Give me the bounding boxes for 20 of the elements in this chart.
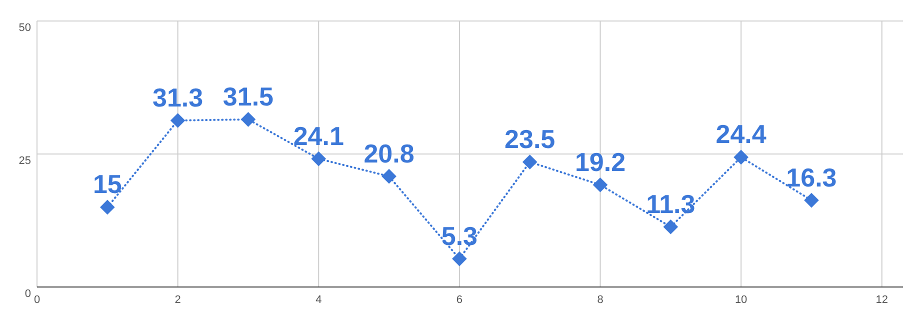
data-label: 24.1	[293, 120, 344, 151]
y-tick-label: 50	[18, 22, 31, 34]
data-label: 15	[92, 169, 122, 200]
data-label: 24.4	[716, 119, 767, 150]
data-label: 23.5	[504, 124, 556, 154]
x-tick-label: 2	[174, 294, 181, 306]
x-tick-label: 8	[597, 294, 604, 306]
x-tick-label: 4	[316, 294, 322, 306]
x-tick-label: 0	[34, 294, 40, 306]
data-label: 5.3	[441, 220, 478, 251]
data-label: 19.2	[574, 146, 626, 177]
data-label: 31.3	[152, 82, 204, 112]
x-tick-label: 12	[876, 294, 888, 306]
y-tick-label: 25	[18, 154, 31, 167]
data-label: 20.8	[364, 138, 414, 168]
data-label: 31.5	[222, 81, 274, 112]
data-label: 11.3	[646, 188, 696, 219]
data-label: 16.3	[786, 162, 837, 192]
x-tick-label: 6	[456, 294, 462, 306]
x-tick-label: 10	[734, 294, 748, 306]
